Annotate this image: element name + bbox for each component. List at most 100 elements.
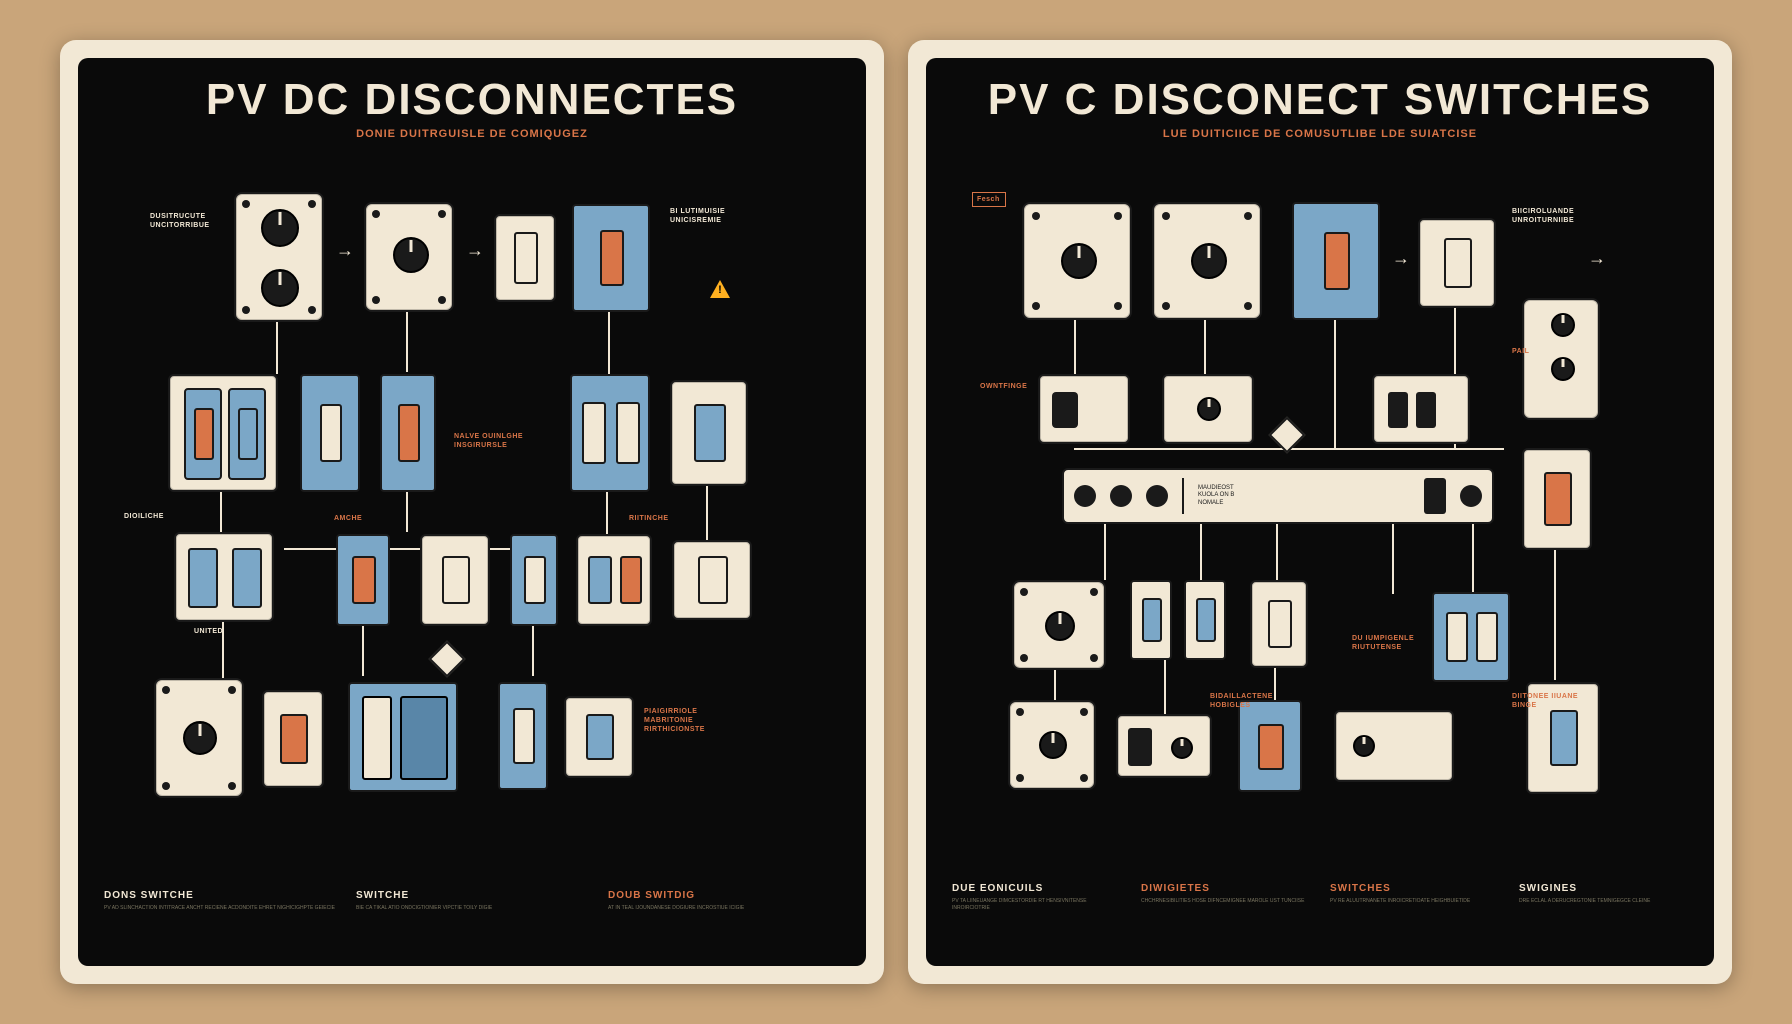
panel-c <box>1372 374 1470 444</box>
panel-a <box>1038 374 1130 444</box>
footer-text: AT IN TEAL IJOUNDANESE DOGIURE INCROSTIU… <box>608 905 840 912</box>
warning-icon <box>710 280 730 298</box>
knob-icon <box>1074 485 1096 507</box>
left-diagram: → → <box>104 152 840 912</box>
diagram-label: UNITED <box>194 627 244 636</box>
wire <box>1472 524 1474 594</box>
diagram-label: PIAIGIRRIOLE MABRITONIE RIRTHICIONSTE <box>644 707 744 734</box>
rotary-c <box>1522 298 1600 420</box>
diagram-label: BIDAILLACTENE HOBIGLES <box>1210 692 1280 710</box>
wire <box>362 626 364 676</box>
diagram-label: NALVE OUINLGHE INSGIRURSLE <box>454 432 544 450</box>
diagram-label: Fesch <box>972 192 1006 207</box>
double-switch-1 <box>174 532 274 622</box>
footer-title: DIWIGIETES <box>1141 883 1310 894</box>
poster-left: PV DC DISCONNECTES DONIE DUITRGUISLE DE … <box>60 40 884 984</box>
switch-a <box>1418 218 1496 308</box>
wire <box>1554 550 1556 680</box>
panel-strip: MAUDIEOSTKUOLA ON BNOMALE <box>1062 468 1494 524</box>
breaker-3 <box>380 374 436 492</box>
footer-col-1: DUE EONICUILS PV TA LIINEUANGE DIMCESTOR… <box>952 883 1121 912</box>
wire <box>406 492 408 532</box>
module-1 <box>348 682 458 792</box>
wire <box>1054 670 1056 700</box>
wire <box>1074 320 1076 374</box>
wire <box>1164 660 1166 714</box>
rotary-b <box>1152 202 1262 320</box>
arrow-icon: → <box>466 240 484 261</box>
wire <box>706 486 708 540</box>
footer-col-3: SWITCHES PV RE ALUUTRNANETE INROICRETIOA… <box>1330 883 1499 912</box>
footer-title: SWITCHE <box>356 890 588 901</box>
breaker-e <box>1238 700 1302 792</box>
rotary-d <box>1012 580 1106 670</box>
diamond-icon <box>429 641 466 678</box>
footer-col-2: DIWIGIETES CHCHRNESIBILITIES HOSE DIFNCE… <box>1141 883 1310 912</box>
footer-col-4: SWIGINES DRE ECLAL A DERUCREGTONIE TEMNI… <box>1519 883 1688 912</box>
mini-breaker-a <box>1130 580 1172 660</box>
switch-d <box>1250 580 1308 668</box>
panel-e <box>1334 710 1454 782</box>
breaker-4 <box>570 374 650 492</box>
mini-breaker-b <box>1184 580 1226 660</box>
diagram-label: BIICIROLUANDE UNROITURNIIBE <box>1512 207 1602 225</box>
small-switch-1 <box>494 214 556 302</box>
right-diagram: → → <box>952 152 1688 912</box>
rotary-a <box>1022 202 1132 320</box>
footer-text: PV RE ALUUTRNANETE INROICRETIOATE HEIGHB… <box>1330 898 1499 905</box>
diagram-label: PAIL <box>1512 347 1572 356</box>
panel-b <box>1162 374 1254 444</box>
diagram-label: DU IUMPIGENLE RIUTUTENSE <box>1352 634 1422 652</box>
knob-icon <box>1146 485 1168 507</box>
rotary-e <box>1008 700 1096 790</box>
right-title: PV C DISCONECT SWITCHES <box>952 78 1688 122</box>
wire <box>1334 320 1336 450</box>
wire <box>608 312 610 374</box>
footer-title: DUE EONICUILS <box>952 883 1121 894</box>
wire <box>1200 524 1202 580</box>
wire <box>284 548 544 550</box>
footer-text: DRE ECLAL A DERUCREGTONIE TEMNIGEGCE CLE… <box>1519 898 1688 905</box>
right-subtitle: LUE DUITICIICE DE COMUSUTLIBE LDE SUIATC… <box>952 128 1688 140</box>
diagram-label: DIOILICHE <box>124 512 174 521</box>
poster-right: PV C DISCONECT SWITCHES LUE DUITICIICE D… <box>908 40 1732 984</box>
switch-box-1 <box>670 380 748 486</box>
switch-box-4 <box>672 540 752 620</box>
left-footer: DONS SWITCHE PV AD SLINCHACTION INTITRAC… <box>104 890 840 912</box>
wide-switch-1 <box>564 696 634 778</box>
footer-text: PV AD SLINCHACTION INTITRACE ANCHT RECIE… <box>104 905 336 912</box>
diagram-label: DUSITRUCUTE UNCITORRIBUE <box>150 212 220 230</box>
breaker-d <box>1432 592 1510 682</box>
footer-col-2: SWITCHE BIE CA TIKAL ATIO ONDCIGTIONIER … <box>356 890 588 912</box>
diagram-label: MAUDIEOST KUOLA ON B NOMALE ORISE <box>1282 497 1372 515</box>
footer-title: DONS SWITCHE <box>104 890 336 901</box>
diagram-label: RIITINCHE <box>629 514 699 523</box>
wire <box>1204 320 1206 374</box>
wire <box>220 492 222 532</box>
wire <box>1276 524 1278 580</box>
footer-text: BIE CA TIKAL ATIO ONDCIGTIONIER VIPCTIE … <box>356 905 588 912</box>
arrow-icon: → <box>1392 248 1410 269</box>
toggle-switch-1 <box>262 690 324 788</box>
diagram-label: DIITONEE IIUANE BINGE <box>1512 692 1602 710</box>
panel-d <box>1116 714 1212 778</box>
footer-title: DOUB SWITDIG <box>608 890 840 901</box>
diagram-label: AMCHE <box>334 514 394 523</box>
footer-text: CHCHRNESIBILITIES HOSE DIFNCEMIGNEE MARO… <box>1141 898 1310 905</box>
breaker-2 <box>300 374 360 492</box>
footer-col-1: DONS SWITCHE PV AD SLINCHACTION INTITRAC… <box>104 890 336 912</box>
small-breaker-2 <box>510 534 558 626</box>
toggle-d <box>1522 448 1592 550</box>
breaker-panel-1 <box>168 374 278 492</box>
wire <box>406 312 408 372</box>
wire <box>532 626 534 676</box>
wire <box>1392 524 1394 594</box>
footer-col-3: DOUB SWITDIG AT IN TEAL IJOUNDANESE DOGI… <box>608 890 840 912</box>
right-footer: DUE EONICUILS PV TA LIINEUANGE DIMCESTOR… <box>952 883 1688 912</box>
knob-icon <box>1460 485 1482 507</box>
wire <box>606 492 608 540</box>
switch-box-3 <box>576 534 652 626</box>
footer-title: SWIGINES <box>1519 883 1688 894</box>
rotary-switch-2 <box>364 202 454 312</box>
rotary-switch-1 <box>234 192 324 322</box>
